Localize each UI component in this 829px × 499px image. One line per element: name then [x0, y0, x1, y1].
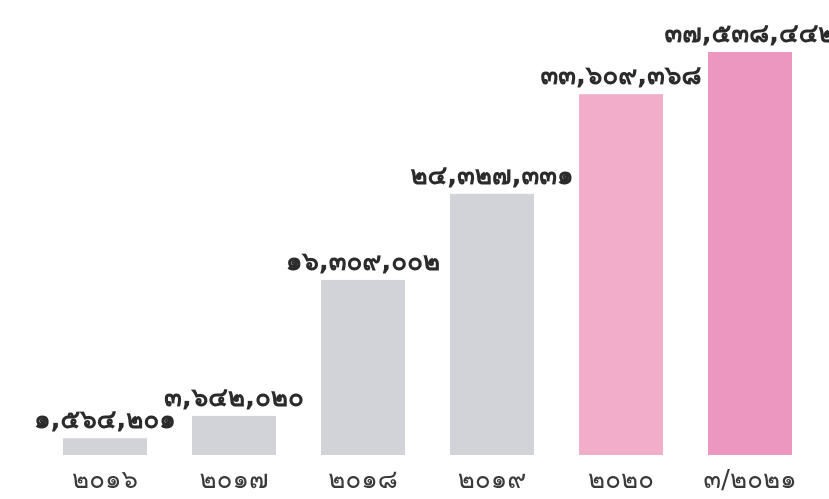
- bar-1: [192, 415, 276, 455]
- category-label-1: ๒๐๑๗: [199, 465, 268, 495]
- bar-0: [63, 438, 147, 455]
- category-labels-group: ๒๐๑๖ ๒๐๑๗ ๒๐๑๘ ๒๐๑๙ ๒๐๒๐ ๓/๒๐๒๑: [72, 465, 797, 495]
- value-label-1: ๓,๖๔๒,๐๒๐: [164, 383, 304, 413]
- category-label-0: ๒๐๑๖: [72, 465, 138, 495]
- value-label-3: ๒๔,๓๒๗,๓๓๑: [410, 161, 573, 191]
- value-label-2: ๑๖,๓๐๙,๐๐๒: [286, 247, 440, 277]
- category-label-3: ๒๐๑๙: [458, 465, 527, 495]
- category-label-4: ๒๐๒๐: [588, 465, 654, 495]
- bar-3: [450, 193, 534, 455]
- value-label-5: ๓๗,๕๓๘,๔๔๒: [664, 19, 829, 49]
- value-label-4: ๓๓,๖๐๙,๓๖๘: [540, 61, 701, 91]
- category-label-2: ๒๐๑๘: [328, 465, 398, 495]
- bars-group: [63, 52, 792, 455]
- bar-4: [579, 94, 663, 455]
- category-label-5: ๓/๒๐๒๑: [703, 465, 796, 495]
- bar-5: [708, 52, 792, 455]
- bar-2: [321, 279, 405, 455]
- value-label-0: ๑,๕๖๔,๒๐๑: [34, 405, 176, 435]
